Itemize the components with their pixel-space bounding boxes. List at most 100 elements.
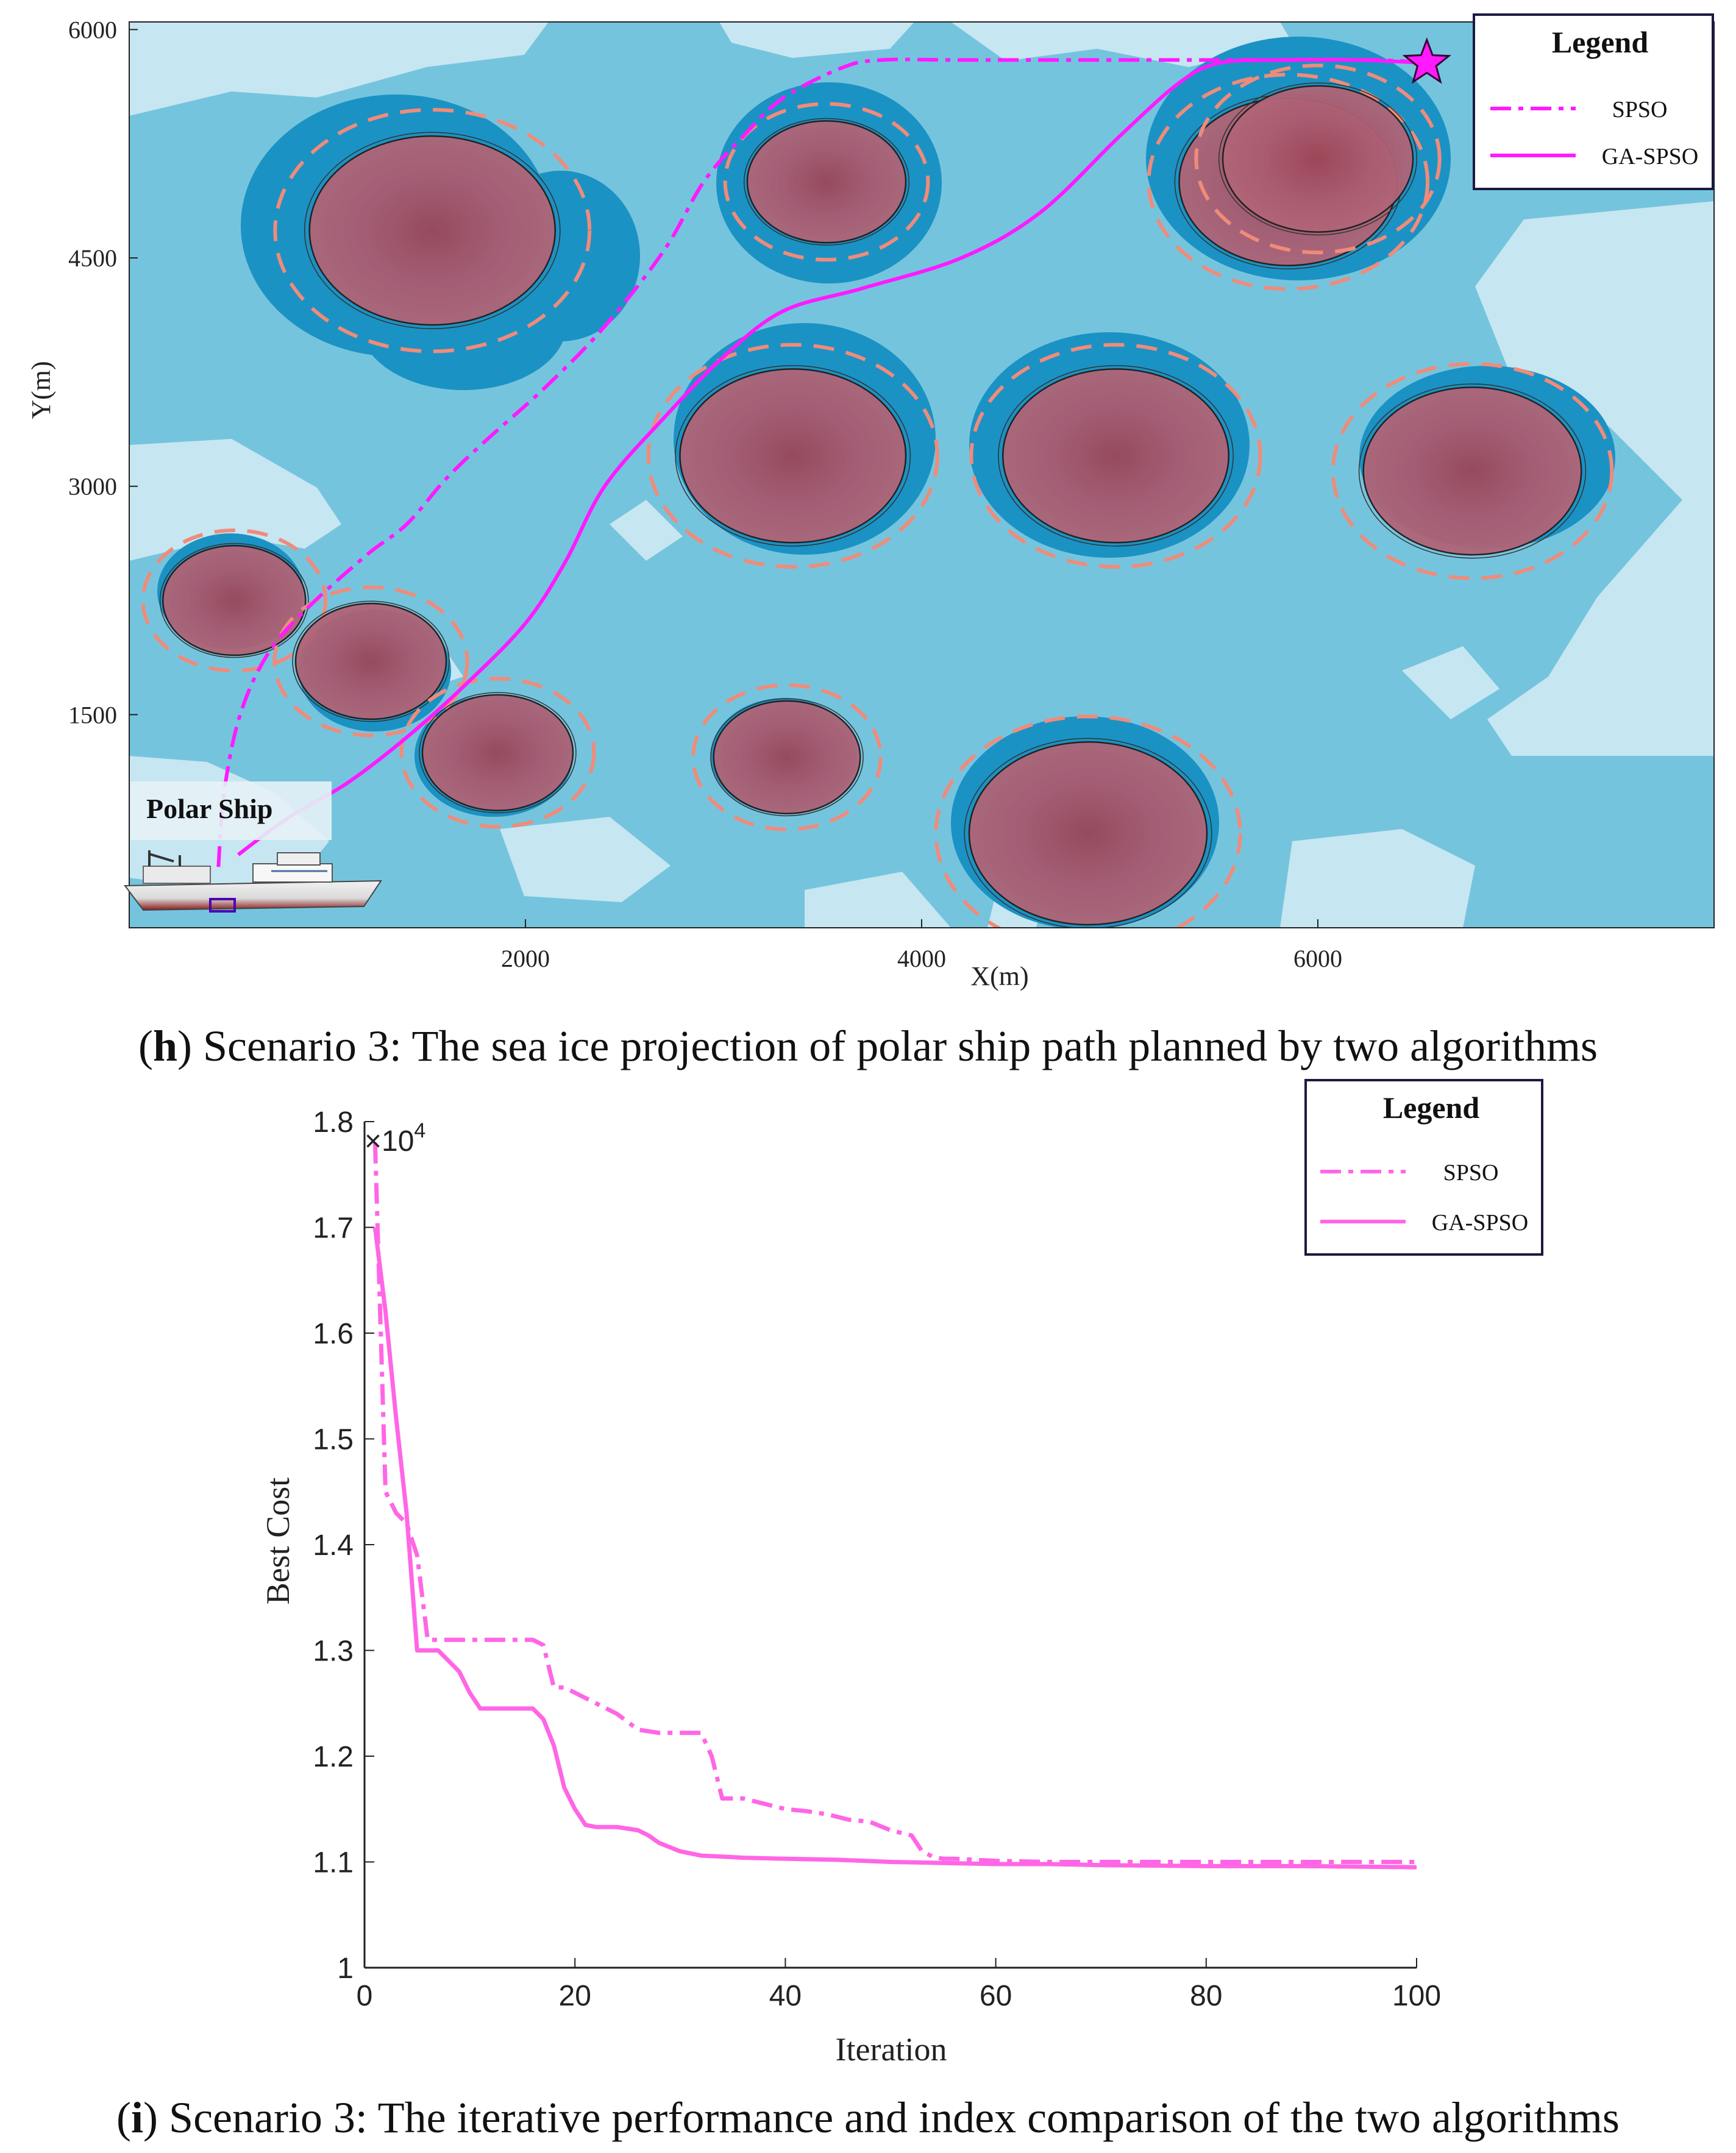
obstacle-boundary-outer xyxy=(1218,82,1417,236)
map-x-axis-label: X(m) xyxy=(970,961,1028,991)
conv-y-tick-label: 1.8 xyxy=(313,1106,354,1139)
ice-obstacle xyxy=(646,343,939,569)
obstacle-ice-core xyxy=(969,742,1207,925)
obstacle-safety-ring xyxy=(399,677,596,829)
conv-x-tick-label: 100 xyxy=(1392,1980,1441,2012)
obstacle-boundary xyxy=(713,700,861,814)
obstacle-boundary xyxy=(421,694,574,811)
convergence-axes: 0 20 40 60 80 100 1 1.1 1.2 1.3 1.4 1.5 1.6 1.7 1.8 xyxy=(313,1106,1441,2012)
obstacle-boundary xyxy=(1222,85,1414,233)
conv-y-tick-label: 1 xyxy=(337,1952,354,1985)
conv-y-tick-label: 1.6 xyxy=(313,1318,354,1350)
conv-y-tick-label: 1.1 xyxy=(313,1847,354,1879)
obstacle-safety-ring xyxy=(723,102,930,262)
conv-legend-box xyxy=(1304,1079,1543,1256)
obstacle-boundary-outer xyxy=(304,132,561,329)
conv-y-axis-label: Best Cost xyxy=(260,1478,296,1605)
ice-obstacle xyxy=(273,107,592,354)
obstacle-safety-ring xyxy=(969,343,1262,569)
map-legend-title: Legend xyxy=(1552,25,1649,59)
ice-obstacle xyxy=(399,677,596,829)
map-legend-gaspso-label: GA-SPSO xyxy=(1602,144,1698,169)
ice-obstacle xyxy=(1194,63,1442,255)
polar-ship-label-background xyxy=(130,781,332,840)
obstacle-safety-ring xyxy=(691,683,883,831)
map-y-tick-label: 3000 xyxy=(68,473,117,500)
goal-star-marker xyxy=(1402,37,1451,84)
obstacle-boundary xyxy=(162,544,307,657)
obstacle-boundary-outer xyxy=(292,600,450,722)
conv-y-multiplier: ×104 xyxy=(365,1119,425,1158)
obstacle-safety-ring xyxy=(141,528,328,673)
obstacle-tint xyxy=(1223,85,1413,232)
polar-ship-icon xyxy=(124,850,382,913)
obstacle-boundary-outer xyxy=(1358,383,1587,559)
obstacle-ice-core xyxy=(1363,387,1582,555)
obstacle-tint xyxy=(1003,369,1229,543)
caption-h: (h) Scenario 3: The sea ice projection o… xyxy=(138,1022,1598,1070)
map-legend-box xyxy=(1473,13,1714,190)
map-legend: Legend SPSO GA-SPSO xyxy=(1473,13,1714,190)
map-x-tick-label: 2000 xyxy=(501,945,550,972)
obstacle-tint xyxy=(422,694,573,811)
map-y-ticks: 1500 3000 4500 6000 xyxy=(68,16,138,728)
obstacle-ice-core xyxy=(163,546,306,655)
ice-obstacle xyxy=(1331,361,1614,580)
map-y-tick-label: 6000 xyxy=(68,16,117,43)
ice-obstacle xyxy=(141,528,328,673)
conv-legend-gaspso-label: GA-SPSO xyxy=(1432,1210,1528,1236)
obstacle-tint xyxy=(747,121,906,243)
planned-paths xyxy=(216,57,1427,867)
map-legend-spso-label: SPSO xyxy=(1612,97,1668,123)
obstacle-boundary-outer xyxy=(710,698,864,817)
obstacle-tint xyxy=(163,546,306,655)
obstacle-boundary-outer xyxy=(675,365,911,547)
obstacle-boundary xyxy=(679,368,907,544)
path-spso xyxy=(216,57,1427,867)
obstacle-boundary xyxy=(308,135,556,326)
obstacle-boundary xyxy=(746,120,907,244)
conv-x-tick-label: 40 xyxy=(769,1980,802,2012)
conv-x-tick-label: 60 xyxy=(980,1980,1012,2012)
conv-y-tick-label: 1.2 xyxy=(313,1741,354,1773)
map-x-tick-label: 6000 xyxy=(1293,945,1342,972)
map-y-tick-label: 1500 xyxy=(68,701,117,728)
conv-line-spso xyxy=(372,1142,1417,1864)
obstacle-tint xyxy=(969,742,1207,925)
conv-y-tick-label: 1.3 xyxy=(313,1635,354,1668)
obstacle-ice-core xyxy=(422,694,573,811)
conv-x-tick-label: 80 xyxy=(1190,1980,1222,2012)
obstacle-boundary xyxy=(294,602,447,721)
obstacle-safety-ring xyxy=(1194,63,1442,255)
obstacle-boundary-outer xyxy=(964,738,1212,928)
obstacle-boundary xyxy=(1362,386,1582,556)
conv-x-tick-label: 20 xyxy=(559,1980,591,2012)
map-x-ticks: 2000 4000 6000 xyxy=(501,919,1342,972)
map-y-axis-label: Y(m) xyxy=(26,361,56,419)
obstacle-ice-core xyxy=(309,136,555,325)
conv-line-ga-spso xyxy=(372,1227,1417,1870)
ice-obstacle xyxy=(723,102,930,262)
obstacle-boundary-outer xyxy=(159,543,309,658)
obstacle-boundary xyxy=(1002,368,1229,544)
obstacle-ice-core xyxy=(747,121,906,243)
path-ga-spso xyxy=(237,57,1427,856)
obstacle-ice-core xyxy=(713,700,861,814)
obstacle-tint xyxy=(713,700,861,814)
obstacle-boundary xyxy=(968,741,1208,926)
obstacle-safety-ring xyxy=(272,585,469,738)
map-y-tick-label: 4500 xyxy=(68,244,117,272)
ice-obstacle xyxy=(969,343,1262,569)
obstacle-safety-ring xyxy=(1331,361,1614,580)
conv-y-tick-label: 1.4 xyxy=(313,1529,354,1562)
ice-obstacle xyxy=(691,683,883,831)
conv-legend: Legend SPSO GA-SPSO xyxy=(1304,1079,1543,1256)
conv-legend-spso-label: SPSO xyxy=(1443,1160,1499,1186)
obstacle-boundary-outer xyxy=(419,692,577,814)
obstacle-safety-ring xyxy=(934,714,1242,928)
obstacle-ice-core xyxy=(1223,85,1413,232)
conv-y-tick-label: 1.7 xyxy=(313,1212,354,1245)
convergence-series xyxy=(372,1142,1417,1870)
ice-obstacles xyxy=(141,63,1614,928)
